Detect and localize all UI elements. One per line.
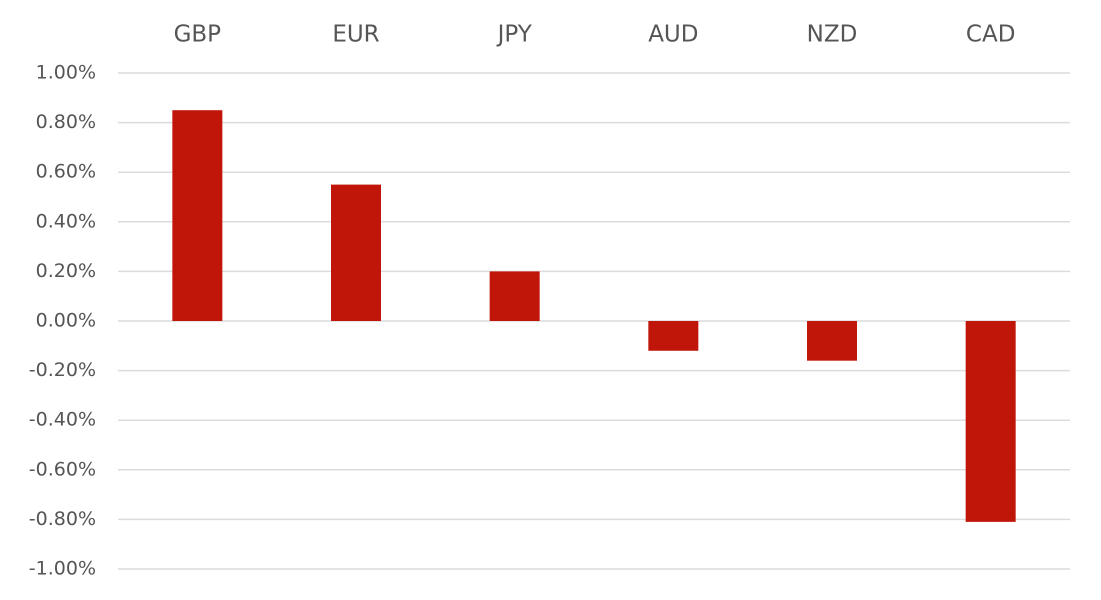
y-tick-label: 0.80% [36,111,96,133]
y-tick-label: 1.00% [36,62,96,84]
y-tick-label: -0.40% [29,409,96,431]
y-tick-label: 0.20% [36,260,96,282]
y-tick-label: -1.00% [29,558,96,580]
y-tick-label: -0.60% [29,458,96,480]
y-tick-label: -0.80% [29,508,96,530]
bar [807,321,857,361]
y-tick-label: 0.00% [36,310,96,332]
x-tick-label: GBP [174,22,222,48]
x-tick-label: JPY [496,22,533,48]
x-tick-label: AUD [648,22,698,48]
x-tick-label: EUR [332,22,379,48]
bar [172,110,223,321]
x-tick-label: NZD [807,22,858,48]
bar [965,321,1016,522]
y-tick-label: 0.60% [36,161,96,183]
bar [331,184,381,321]
y-tick-label: 0.40% [36,210,96,232]
bar [648,321,699,351]
bar [489,271,540,321]
x-tick-label: CAD [966,22,1016,48]
y-tick-label: -0.20% [29,359,96,381]
